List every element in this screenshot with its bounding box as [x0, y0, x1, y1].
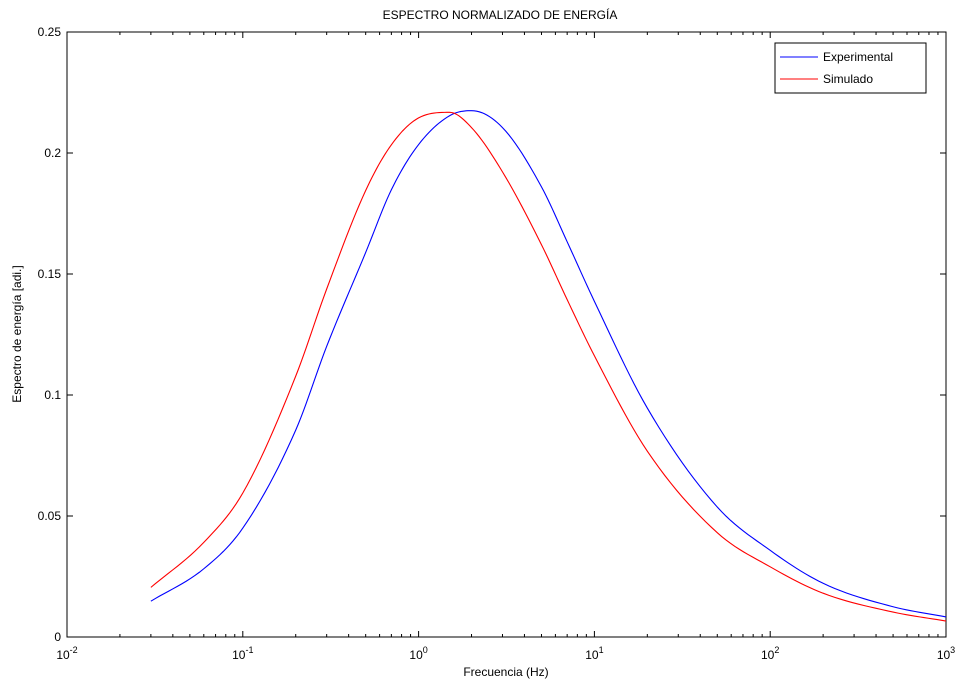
minor-ticks	[119, 32, 939, 637]
x-tick-exponent: -1	[245, 645, 253, 655]
x-tick-exponent: 2	[774, 645, 779, 655]
plot-area	[66, 31, 947, 638]
x-axis-ticks: 10-2 10-1 100 101 102 103	[56, 32, 955, 662]
x-tick-base: 10	[56, 648, 70, 662]
y-tick-label: 0.15	[38, 267, 62, 281]
x-tick-base: 10	[761, 648, 775, 662]
y-tick-label: 0.1	[44, 388, 61, 402]
x-tick-exponent: 3	[950, 645, 955, 655]
y-axis-ticks: 0 0.05 0.1 0.15 0.2 0.25	[38, 25, 946, 644]
x-tick-label: 10-2	[56, 645, 77, 662]
x-tick-exponent: 1	[599, 645, 604, 655]
x-tick-base: 10	[232, 648, 246, 662]
x-tick-exponent: 0	[423, 645, 428, 655]
y-tick-label: 0	[54, 630, 61, 644]
series-line-experimental	[150, 110, 947, 618]
chart-title: ESPECTRO NORMALIZADO DE ENERGÍA	[383, 7, 618, 22]
x-tick-base: 10	[409, 648, 423, 662]
y-tick-label: 0.25	[38, 25, 62, 39]
y-tick-label: 0.2	[44, 146, 61, 160]
series-line-simulado	[150, 111, 947, 622]
x-tick-label: 100	[409, 645, 427, 662]
legend-label-simulado: Simulado	[823, 72, 873, 86]
series-lines	[150, 110, 947, 622]
x-axis-label: Frecuencia (Hz)	[463, 665, 548, 679]
legend-label-experimental: Experimental	[823, 50, 893, 64]
x-tick-exponent: -2	[70, 645, 78, 655]
legend: Experimental Simulado	[774, 42, 927, 94]
y-tick-label: 0.05	[38, 509, 62, 523]
legend-box	[774, 42, 927, 94]
x-tick-label: 102	[761, 645, 779, 662]
x-tick-label: 101	[585, 645, 603, 662]
x-tick-label: 10-1	[232, 645, 253, 662]
y-axis-label: Espectro de energía [adi.]	[10, 265, 24, 402]
x-tick-base: 10	[937, 648, 951, 662]
x-tick-base: 10	[585, 648, 599, 662]
x-tick-label: 103	[937, 645, 955, 662]
